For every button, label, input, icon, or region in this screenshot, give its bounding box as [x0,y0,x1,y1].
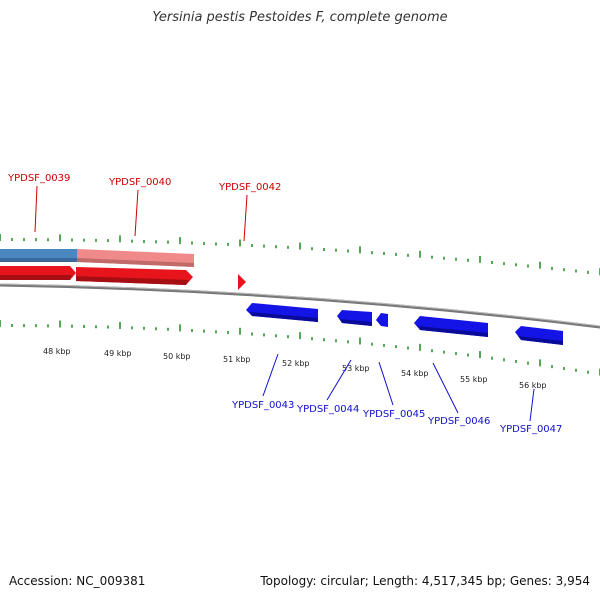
gene-arrow-ypdsf-0044-shade [340,319,372,326]
genome-backbone-highlight [0,283,600,327]
gene-arrow-ypdsf-0047-shade [518,336,563,345]
kbp-label-50: 50 kbp [163,352,191,361]
feature-bar-pink-shade [77,258,194,267]
kbp-label-53: 53 kbp [342,364,370,373]
upper-tick-track [0,234,600,276]
leader-line-ypdsf-0044 [326,359,352,401]
kbp-label-52: 52 kbp [282,359,310,368]
genome-backbone [0,283,600,329]
gene-arrow-ypdsf-0045[interactable] [376,313,388,327]
gene-arrow-ypdsf-0039-shade [0,275,72,280]
gene-arrow-ypdsf-0043-shade [250,312,318,322]
kbp-label-54: 54 kbp [401,369,429,378]
kbp-label-49: 49 kbp [104,349,132,358]
leader-line-ypdsf-0046 [432,362,459,414]
leader-line-ypdsf-0039 [34,185,38,233]
gene-label-ypdsf-0042[interactable]: YPDSF_0042 [218,182,281,193]
gene-label-ypdsf-0043[interactable]: YPDSF_0043 [231,400,294,411]
forward-gene-labels: YPDSF_0039 YPDSF_0040 YPDSF_0042 [7,173,281,242]
gene-label-ypdsf-0046[interactable]: YPDSF_0046 [427,416,490,427]
kbp-label-55: 55 kbp [460,375,488,384]
feature-bar-blue-shade [0,258,77,262]
gene-arrow-ypdsf-0040-shade [76,276,189,285]
reverse-gene-track [246,303,563,345]
genome-summary-text: Topology: circular; Length: 4,517,345 bp… [260,574,590,588]
gene-arrow-ypdsf-0046-shade [418,326,488,337]
feature-track [0,249,194,267]
reverse-gene-labels: YPDSF_0043 YPDSF_0044 YPDSF_0045 YPDSF_0… [231,353,562,435]
leader-line-ypdsf-0043 [262,353,279,397]
gene-label-ypdsf-0044[interactable]: YPDSF_0044 [296,404,359,415]
kbp-label-51: 51 kbp [223,355,251,364]
leader-line-ypdsf-0042 [243,194,248,242]
forward-gene-track [0,266,246,290]
leader-line-ypdsf-0047 [529,388,535,422]
leader-line-ypdsf-0040 [134,189,139,237]
kbp-label-56: 56 kbp [519,381,547,390]
genome-title: Yersinia pestis Pestoides F, complete ge… [152,10,448,25]
accession-text: Accession: NC_009381 [9,574,146,588]
gene-arrow-ypdsf-0042[interactable] [238,274,246,290]
kbp-scale: 48 kbp 49 kbp 50 kbp 51 kbp 52 kbp 53 kb… [43,347,547,390]
gene-label-ypdsf-0045[interactable]: YPDSF_0045 [362,409,425,420]
gene-label-ypdsf-0047[interactable]: YPDSF_0047 [499,424,562,435]
leader-line-ypdsf-0045 [378,361,394,406]
gene-label-ypdsf-0040[interactable]: YPDSF_0040 [108,177,171,188]
kbp-label-48: 48 kbp [43,347,71,356]
gene-label-ypdsf-0039[interactable]: YPDSF_0039 [7,173,70,184]
lower-tick-track [0,320,600,376]
